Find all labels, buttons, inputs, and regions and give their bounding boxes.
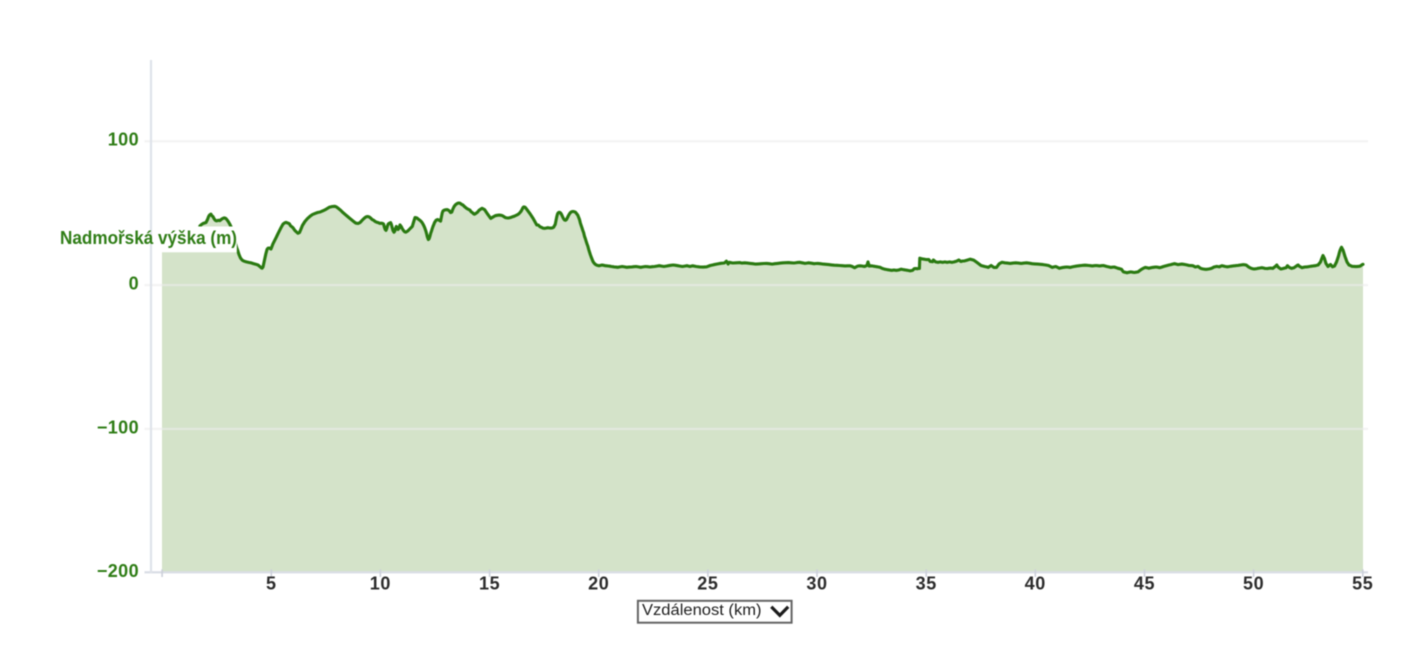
svg-text:40: 40 (1025, 573, 1046, 593)
svg-text:20: 20 (588, 573, 609, 593)
svg-text:25: 25 (697, 573, 718, 593)
svg-text:5: 5 (266, 573, 277, 593)
svg-text:100: 100 (108, 130, 139, 150)
svg-text:50: 50 (1243, 573, 1264, 593)
svg-text:10: 10 (370, 573, 391, 593)
svg-text:Nadmořská výška (m): Nadmořská výška (m) (60, 228, 237, 248)
svg-text:30: 30 (806, 573, 827, 593)
svg-text:55: 55 (1352, 573, 1373, 593)
svg-text:35: 35 (916, 573, 937, 593)
svg-text:0: 0 (129, 274, 139, 294)
svg-text:−200: −200 (97, 561, 139, 581)
svg-text:45: 45 (1134, 573, 1155, 593)
svg-text:−100: −100 (97, 417, 139, 437)
svg-text:15: 15 (479, 573, 500, 593)
svg-text:Vzdálenost (km): Vzdálenost (km) (642, 602, 762, 619)
